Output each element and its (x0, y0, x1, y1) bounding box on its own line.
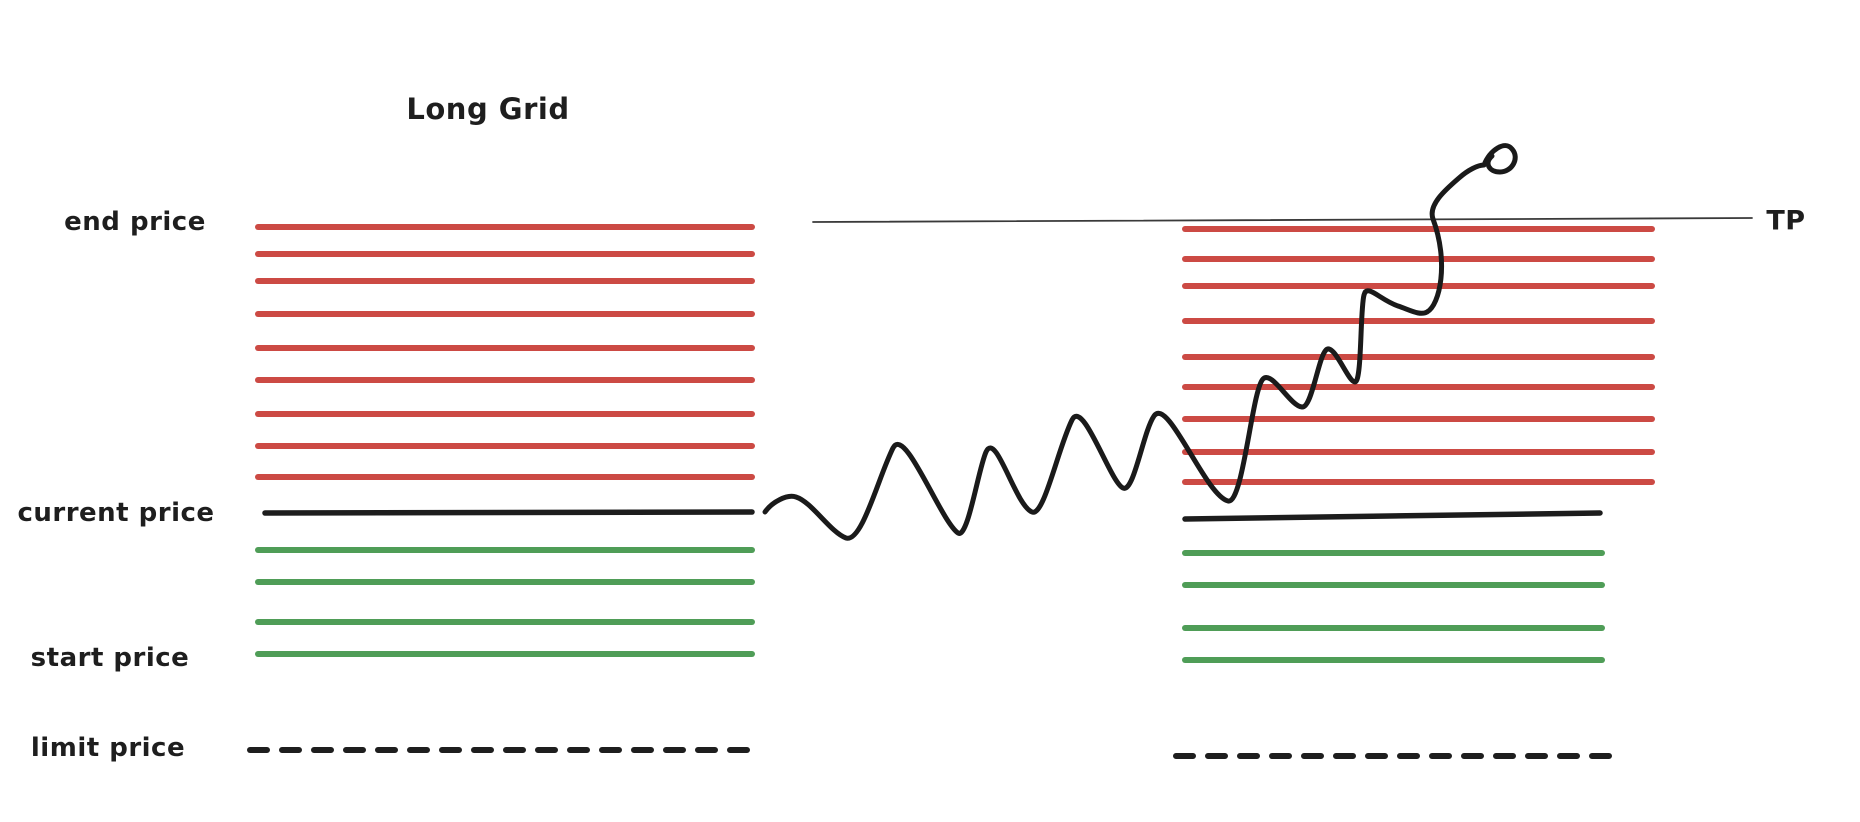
end-price-label: end price (64, 207, 206, 237)
left-grid-current-price-line (262, 509, 755, 516)
right-grid-current-price-line (1182, 510, 1603, 522)
take-profit-line (812, 217, 1753, 223)
diagram-title: Long Grid (406, 92, 570, 126)
take-profit-label: TP (1766, 205, 1806, 237)
current-price-label: current price (17, 498, 215, 528)
limit-price-label: limit price (30, 733, 186, 763)
start-price-label: start price (30, 643, 190, 673)
price-action-path (762, 143, 1518, 541)
